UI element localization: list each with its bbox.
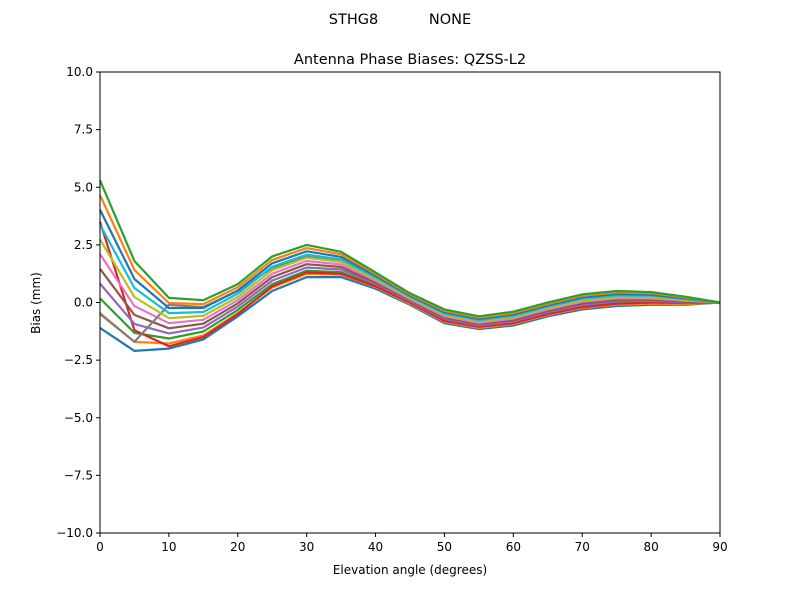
- y-axis-label: Bias (mm): [29, 272, 43, 334]
- y-tick-label: 10.0: [66, 65, 93, 79]
- x-axis: 0 10 20 30 40 50 60 70 80 90: [96, 533, 728, 554]
- x-tick-label: 10: [161, 540, 176, 554]
- y-tick-label: −5.0: [64, 411, 93, 425]
- x-tick-label: 50: [437, 540, 452, 554]
- y-tick-label: −2.5: [64, 353, 93, 367]
- x-tick-label: 40: [368, 540, 383, 554]
- x-tick-label: 60: [506, 540, 521, 554]
- y-axis: 10.0 7.5 5.0 2.5 0.0 −2.5 −5.0 −7.5 −10.0: [56, 65, 100, 540]
- series-line-13: [98, 179, 721, 318]
- y-tick-label: 7.5: [74, 123, 93, 137]
- y-tick-label: −10.0: [56, 526, 93, 540]
- series-lines: [98, 179, 721, 352]
- series-line-4: [98, 221, 720, 348]
- y-tick-label: 2.5: [74, 238, 93, 252]
- x-tick-label: 0: [96, 540, 104, 554]
- x-tick-label: 20: [230, 540, 245, 554]
- x-tick-label: 80: [643, 540, 658, 554]
- y-tick-label: 5.0: [74, 180, 93, 194]
- chart-title: Antenna Phase Biases: QZSS-L2: [294, 52, 526, 68]
- x-axis-label: Elevation angle (degrees): [333, 563, 487, 577]
- x-tick-label: 70: [575, 540, 590, 554]
- x-tick-label: 30: [299, 540, 314, 554]
- y-tick-label: −7.5: [64, 468, 93, 482]
- x-tick-label: 90: [712, 540, 727, 554]
- y-tick-label: 0.0: [74, 296, 93, 310]
- suptitle: STHG8 NONE: [329, 12, 471, 28]
